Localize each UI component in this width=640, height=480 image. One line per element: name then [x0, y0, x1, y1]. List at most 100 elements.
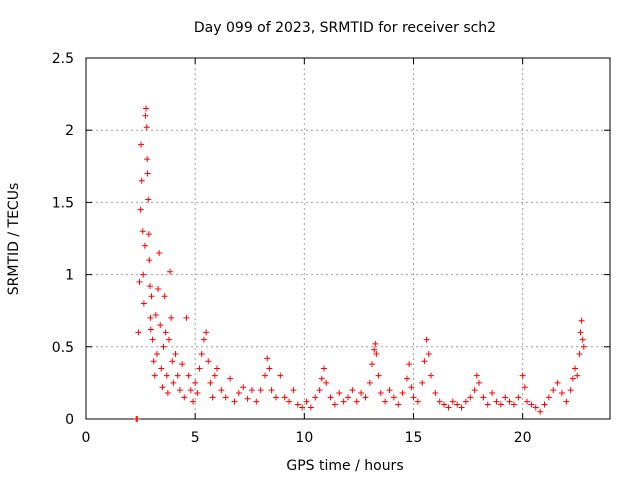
data-point [189, 398, 196, 405]
data-point [145, 231, 152, 238]
y-tick-label: 2.5 [52, 51, 74, 67]
y-tick-label: 1.5 [52, 195, 74, 211]
data-point [244, 395, 251, 402]
data-point [312, 394, 319, 401]
data-point [462, 398, 469, 405]
data-point [172, 351, 179, 358]
ticks [85, 57, 610, 420]
data-point [257, 387, 264, 394]
data-point [458, 404, 465, 411]
data-point [524, 398, 531, 405]
data-point [268, 387, 275, 394]
x-tick-label: 5 [191, 430, 200, 446]
data-point [436, 398, 443, 405]
data-point [421, 358, 428, 365]
data-point [207, 379, 214, 386]
data-point [375, 372, 382, 379]
data-point [218, 387, 225, 394]
data-point [160, 343, 167, 350]
data-point [408, 384, 415, 391]
data-point [449, 398, 456, 405]
data-point [554, 379, 561, 386]
y-axis-label: SRMTID / TECUs [6, 183, 22, 296]
data-point [176, 387, 183, 394]
data-point [541, 401, 548, 408]
data-point [331, 401, 338, 408]
data-point [506, 398, 513, 405]
data-point [558, 390, 565, 397]
data-point [454, 401, 461, 408]
data-point [264, 355, 271, 362]
data-point [183, 314, 190, 321]
data-point [222, 394, 229, 401]
data-point [227, 375, 234, 382]
data-point [340, 398, 347, 405]
data-point [563, 398, 570, 405]
data-point [366, 379, 373, 386]
data-point [152, 312, 159, 319]
data-point [194, 390, 201, 397]
data-point [144, 156, 151, 163]
data-point [390, 394, 397, 401]
data-point [203, 329, 210, 336]
data-point [467, 394, 474, 401]
data-point [159, 384, 166, 391]
data-point [349, 387, 356, 394]
data-point [345, 394, 351, 401]
data-point [362, 394, 369, 401]
data-point [248, 387, 255, 394]
data-point [423, 336, 430, 343]
data-point [528, 401, 535, 408]
data-point [572, 365, 579, 372]
data-point [425, 351, 432, 358]
data-point [209, 394, 216, 401]
data-point [377, 390, 384, 397]
data-point [353, 398, 360, 405]
data-point [373, 351, 380, 358]
data-point [327, 394, 334, 401]
y-tick-label: 0 [65, 412, 74, 428]
data-point [277, 372, 284, 379]
grid [86, 58, 610, 419]
data-point [262, 372, 269, 379]
data-point [574, 372, 581, 379]
data-point [336, 390, 343, 397]
y-tick-label: 1 [65, 268, 74, 284]
tick-labels: 0 5 10 15 20 0 0.5 1 1.5 2 2.5 [52, 51, 532, 446]
data-point [157, 322, 164, 329]
data-point [406, 361, 413, 368]
y-tick-label: 0.5 [52, 340, 74, 356]
data-point [185, 372, 192, 379]
data-point [372, 340, 379, 347]
data-point [299, 404, 306, 411]
data-point [167, 268, 174, 275]
data-point [473, 372, 480, 379]
data-point [138, 177, 145, 184]
data-point [143, 105, 150, 112]
data-point [432, 390, 439, 397]
data-point [577, 329, 584, 336]
data-point [153, 351, 160, 358]
data-point [253, 398, 260, 405]
data-point [419, 379, 426, 386]
data-point [192, 379, 199, 386]
data-point [156, 249, 163, 256]
data-point [493, 398, 500, 405]
data-point [515, 394, 522, 401]
data-point [290, 387, 297, 394]
data-point [476, 379, 482, 386]
data-point [169, 358, 176, 365]
x-tick-label: 0 [82, 430, 91, 446]
data-point [146, 257, 153, 264]
data-point [576, 351, 583, 358]
data-point [427, 372, 434, 379]
data-point [497, 401, 504, 408]
data-point [145, 196, 152, 203]
data-point [399, 390, 406, 397]
data-point [532, 404, 539, 411]
data-point [136, 278, 143, 285]
data-point [382, 398, 389, 405]
data-point [149, 336, 156, 343]
data-point [307, 404, 314, 411]
